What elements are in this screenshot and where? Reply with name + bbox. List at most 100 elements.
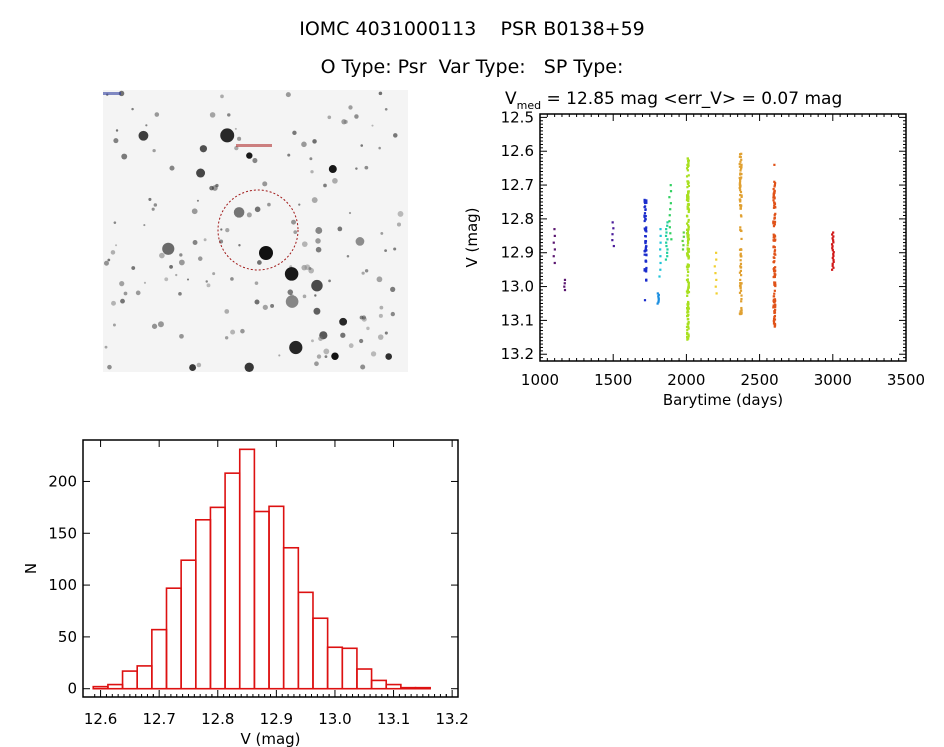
data-point xyxy=(682,235,685,238)
star xyxy=(175,273,178,277)
data-point xyxy=(686,332,689,335)
x-axis-label: V (mag) xyxy=(240,730,300,747)
data-point xyxy=(668,220,671,223)
star xyxy=(371,124,374,127)
star xyxy=(135,290,141,296)
data-point xyxy=(738,155,741,158)
data-point xyxy=(773,292,776,295)
star xyxy=(331,352,339,360)
data-point xyxy=(773,246,776,249)
star xyxy=(138,130,149,141)
star xyxy=(246,152,253,159)
star xyxy=(270,303,275,308)
star xyxy=(360,144,364,147)
star xyxy=(377,334,384,340)
data-point xyxy=(739,262,743,265)
star xyxy=(379,305,384,310)
data-point xyxy=(687,210,690,214)
data-point xyxy=(669,190,673,193)
histogram-bar xyxy=(356,668,373,690)
star xyxy=(323,348,330,355)
star xyxy=(339,317,348,326)
y-tick-label: 150 xyxy=(48,524,77,542)
data-point xyxy=(682,244,685,247)
x-tick-label: 1500 xyxy=(594,371,632,389)
star xyxy=(285,92,291,98)
data-point xyxy=(656,302,659,305)
data-point xyxy=(739,169,742,172)
star xyxy=(318,336,323,341)
data-point xyxy=(644,239,647,243)
star xyxy=(203,238,207,242)
star xyxy=(151,207,155,211)
star xyxy=(385,353,393,360)
data-point xyxy=(644,247,647,250)
data-point xyxy=(774,303,777,306)
data-point xyxy=(773,249,777,252)
data-point xyxy=(772,236,775,239)
data-point xyxy=(686,311,689,314)
data-point xyxy=(830,243,834,246)
star xyxy=(312,139,317,144)
data-point xyxy=(687,203,690,206)
star xyxy=(224,309,230,314)
data-point xyxy=(670,238,673,241)
data-point xyxy=(687,264,690,267)
x-tick-label: 12.9 xyxy=(260,710,293,728)
histogram-bar xyxy=(238,448,256,690)
star xyxy=(278,354,281,357)
star xyxy=(230,329,236,335)
data-point xyxy=(686,157,689,160)
data-point xyxy=(657,296,660,299)
data-point xyxy=(643,215,646,219)
star xyxy=(107,364,112,370)
star xyxy=(107,258,111,262)
data-point xyxy=(739,254,742,257)
data-point xyxy=(686,308,689,311)
data-point xyxy=(645,249,648,252)
x-tick-label: 3000 xyxy=(814,371,852,389)
data-point xyxy=(740,294,743,297)
star xyxy=(390,311,395,317)
data-point xyxy=(739,160,742,163)
star xyxy=(244,362,254,372)
data-point xyxy=(773,205,777,208)
data-point xyxy=(739,289,743,292)
star xyxy=(378,146,381,150)
star xyxy=(301,141,307,148)
data-point xyxy=(830,268,834,271)
star xyxy=(376,276,383,283)
data-point xyxy=(773,217,776,220)
data-point xyxy=(685,232,689,235)
data-point xyxy=(738,153,742,156)
star xyxy=(337,226,343,232)
data-point xyxy=(643,198,646,201)
star xyxy=(254,299,260,305)
data-point xyxy=(738,198,742,201)
data-point xyxy=(687,164,690,167)
star xyxy=(284,267,299,281)
data-point xyxy=(686,215,689,218)
data-point xyxy=(687,306,690,309)
star xyxy=(220,94,224,99)
histogram-bar xyxy=(400,686,417,690)
x-tick-label: 13.0 xyxy=(318,710,351,728)
data-point xyxy=(687,257,690,260)
histogram-bar xyxy=(341,647,358,690)
data-point xyxy=(685,175,689,178)
star xyxy=(233,207,245,218)
data-point xyxy=(686,180,690,183)
data-point xyxy=(659,234,662,238)
y-tick-label: 50 xyxy=(58,628,77,646)
data-point xyxy=(715,292,718,295)
star xyxy=(348,105,353,110)
data-point xyxy=(740,166,743,169)
data-point xyxy=(774,182,777,185)
plot-title-part: med xyxy=(517,99,541,112)
star xyxy=(361,315,367,320)
data-point xyxy=(773,269,777,272)
star xyxy=(384,107,388,111)
data-point xyxy=(773,252,776,256)
star xyxy=(355,237,365,246)
data-point xyxy=(738,204,742,207)
